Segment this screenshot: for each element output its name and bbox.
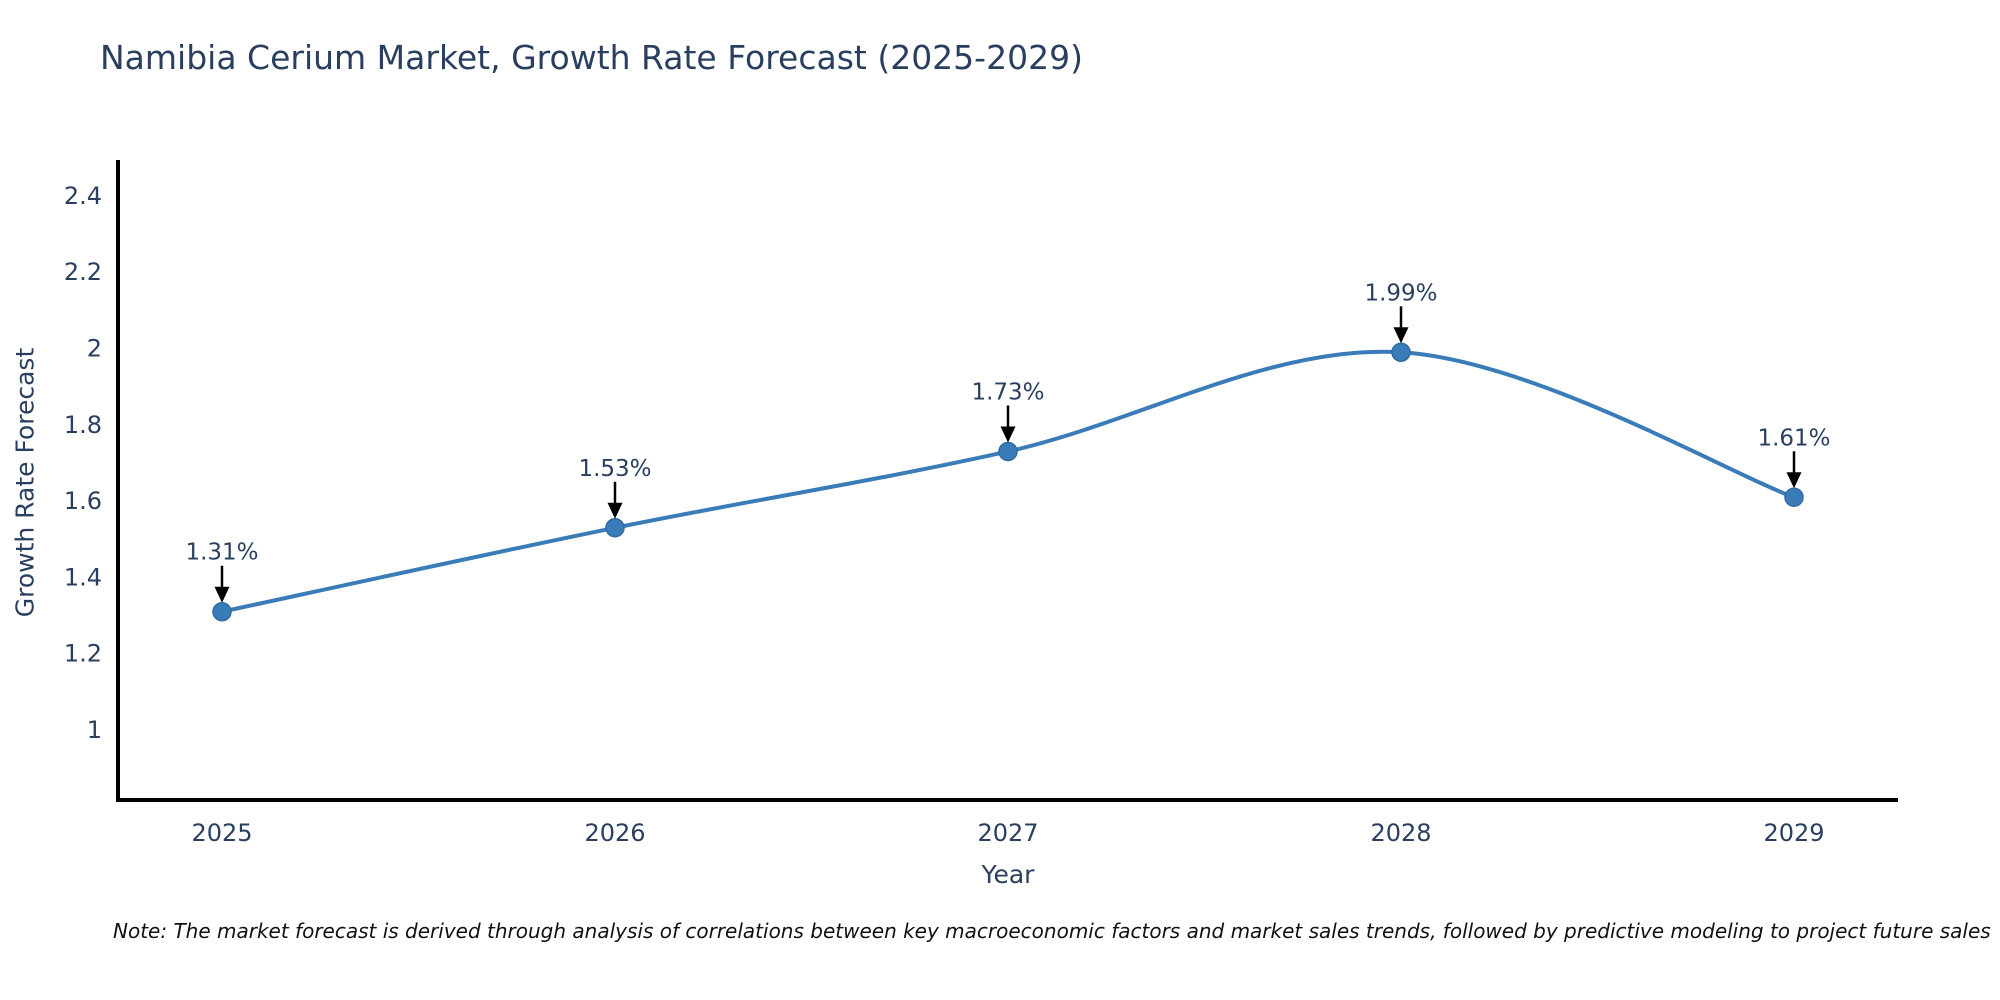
y-tick-label: 2 [87,334,102,362]
data-point-marker[interactable] [212,601,232,622]
annotation-label: 1.61% [1757,425,1830,451]
data-point-marker[interactable] [1784,487,1804,508]
data-point-marker[interactable] [605,518,625,538]
y-tick-label: 1 [87,716,102,744]
annotation-label: 1.31% [185,540,258,566]
y-tick-label: 1.6 [64,487,102,515]
y-tick-label: 1.8 [64,411,102,439]
annotation-arrow-head [1393,327,1409,344]
x-tick-label: 2027 [977,819,1038,847]
x-tick-label: 2028 [1370,819,1431,847]
footnote-text: Note: The market forecast is derived thr… [113,919,1991,943]
annotation-arrow-head [1786,472,1802,489]
x-tick-label: 2026 [584,819,645,847]
y-tick-label: 2.2 [64,258,102,286]
annotation-label: 1.73% [971,379,1044,405]
plot-area[interactable] [118,160,1898,800]
annotation-label: 1.53% [578,456,651,482]
x-tick-label: 2025 [191,819,252,847]
annotation-arrow-head [1000,426,1016,443]
chart-title: Namibia Cerium Market, Growth Rate Forec… [100,38,1083,77]
annotation-label: 1.99% [1364,280,1437,306]
x-tick-label: 2029 [1763,819,1824,847]
data-point-marker[interactable] [1391,342,1411,363]
x-axis-title: Year [981,860,1035,889]
annotation-arrow-head [214,586,230,603]
y-tick-label: 1.2 [64,640,102,668]
y-axis-title: Growth Rate Forecast [10,347,40,618]
y-tick-label: 2.4 [64,182,102,210]
data-point-marker[interactable] [998,441,1018,462]
annotation-arrow-head [607,502,623,519]
y-tick-label: 1.4 [64,563,102,591]
